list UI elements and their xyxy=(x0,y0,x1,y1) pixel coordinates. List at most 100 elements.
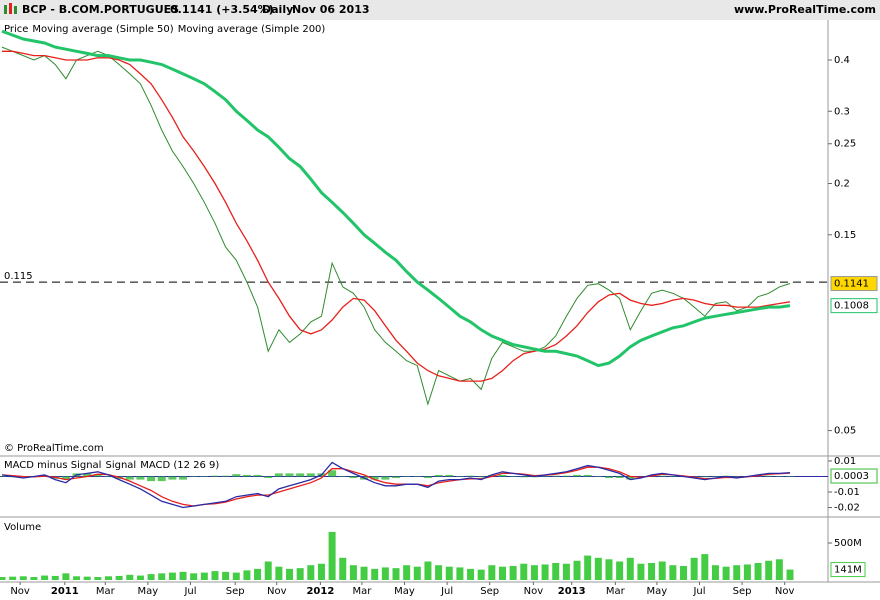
histogram-bar xyxy=(392,476,400,479)
volume-bar xyxy=(254,568,262,580)
histogram-bar xyxy=(338,476,347,477)
volume-bar xyxy=(339,557,347,580)
x-tick-label: 2012 xyxy=(306,586,334,597)
volume-bar xyxy=(190,573,198,580)
histogram-bar xyxy=(93,474,102,477)
histogram-bar xyxy=(104,476,113,477)
y-tick-label: 500M xyxy=(834,538,862,549)
legend-entry: MACD (12 26 9) xyxy=(140,460,219,471)
volume-bar xyxy=(41,575,49,580)
volume-bar xyxy=(232,572,240,580)
volume-bar xyxy=(392,568,400,580)
volume-bar xyxy=(584,555,592,580)
histogram-bar xyxy=(402,476,411,477)
histogram-bar xyxy=(466,475,475,477)
histogram-bar xyxy=(775,476,784,477)
y-tick-label: -0.02 xyxy=(834,503,860,514)
volume-bar xyxy=(51,575,59,580)
x-tick-label: Mar xyxy=(96,586,116,597)
histogram-bar xyxy=(61,476,70,480)
volume-bar xyxy=(722,566,730,580)
volume-bar xyxy=(733,565,741,580)
volume-bar xyxy=(530,565,538,580)
volume-bar xyxy=(158,573,166,580)
y-tick-label: 0.05 xyxy=(834,426,856,437)
histogram-bar xyxy=(711,476,720,477)
volume-bar xyxy=(371,568,379,580)
y-tick-label: -0.01 xyxy=(834,487,860,498)
x-tick-label: Nov xyxy=(267,586,287,597)
value-label: 0.0003 xyxy=(834,471,869,482)
volume-bar xyxy=(711,565,719,580)
histogram-bar xyxy=(83,473,92,477)
histogram-bar xyxy=(328,470,337,477)
histogram-bar xyxy=(189,476,198,477)
volume-bar xyxy=(435,565,443,580)
histogram-bar xyxy=(477,476,486,478)
histogram-bar xyxy=(370,476,379,480)
histogram-bar xyxy=(594,476,603,477)
histogram-bar xyxy=(541,476,550,477)
series-line xyxy=(1,29,791,368)
volume-bar xyxy=(83,576,91,580)
volume-bar xyxy=(680,565,688,580)
histogram-bar xyxy=(147,476,156,482)
legend-entry: Signal xyxy=(105,460,136,471)
volume-bar xyxy=(541,564,549,580)
x-tick-label: Nov xyxy=(524,586,544,597)
icon xyxy=(9,3,12,14)
value-label: 0.1141 xyxy=(834,279,869,290)
value-box xyxy=(830,298,878,314)
histogram-bar xyxy=(19,476,28,479)
legend-entry: Price xyxy=(4,24,28,35)
legend-entry: Moving average (Simple 200) xyxy=(178,24,326,35)
volume-bar xyxy=(9,576,17,580)
volume-bar xyxy=(669,565,677,580)
volume-bar xyxy=(328,531,336,580)
volume-bar xyxy=(786,569,794,580)
x-tick-label: May xyxy=(647,586,668,597)
x-tick-label: 2013 xyxy=(558,586,586,597)
value-box xyxy=(830,276,878,292)
x-tick-label: Sep xyxy=(733,586,752,597)
histogram-bar xyxy=(551,475,560,477)
volume-bar xyxy=(520,563,528,580)
volume-bar xyxy=(307,565,315,580)
histogram-bar xyxy=(626,476,635,480)
x-tick-label: May xyxy=(138,586,159,597)
histogram-bar xyxy=(562,475,571,477)
histogram-bar xyxy=(381,476,390,480)
volume-bar xyxy=(626,557,634,580)
volume-bar xyxy=(467,568,475,580)
volume-bar xyxy=(94,577,102,580)
x-tick-label: Jul xyxy=(440,586,453,597)
histogram-bar xyxy=(125,476,134,480)
volume-bar xyxy=(200,572,208,580)
histogram-bar xyxy=(253,474,262,477)
x-tick-label: May xyxy=(394,586,415,597)
value-label: 141M xyxy=(834,565,862,576)
histogram-bar xyxy=(455,476,464,477)
volume-bar xyxy=(264,561,272,580)
volume-bar xyxy=(456,567,464,580)
x-tick-label: Mar xyxy=(606,586,626,597)
y-tick-label: 0.15 xyxy=(834,230,856,241)
volume-bar xyxy=(104,576,112,580)
histogram-bar xyxy=(498,474,507,477)
histogram-bar xyxy=(519,476,528,478)
histogram-bar xyxy=(285,473,294,477)
icon xyxy=(14,6,17,14)
value-label: 0.1008 xyxy=(834,301,869,312)
volume-bar xyxy=(701,554,709,580)
volume-bar xyxy=(126,574,134,580)
volume-bar xyxy=(147,574,155,580)
period: Daily xyxy=(262,3,293,16)
histogram-bar xyxy=(583,474,592,477)
x-tick-label: Jul xyxy=(692,586,705,597)
symbol: BCP - B.COM.PORTUGUES xyxy=(22,3,179,16)
series-line xyxy=(1,46,791,406)
histogram-bar xyxy=(487,474,496,477)
histogram-bar xyxy=(274,473,283,477)
histogram-bar xyxy=(0,476,6,477)
